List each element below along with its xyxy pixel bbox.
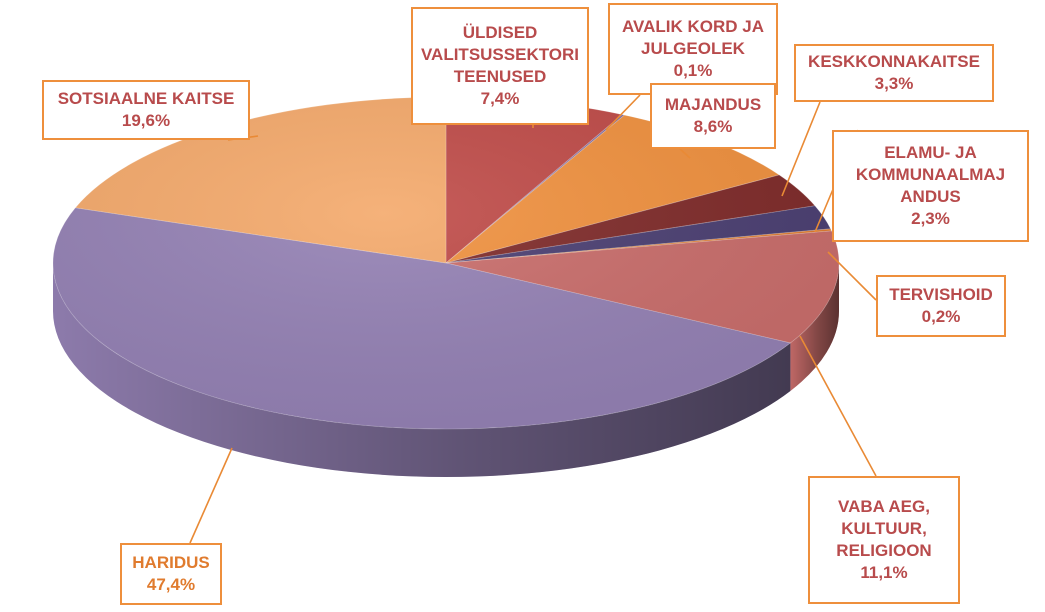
label-value: 0,1% bbox=[673, 61, 713, 80]
data-label-vaba-aeg-kultuur-religioon: VABA AEG, KULTUUR, RELIGIOON 11,1% bbox=[808, 476, 960, 604]
label-value: 19,6% bbox=[121, 111, 171, 130]
pie-side-shade bbox=[790, 263, 839, 391]
data-label-majandus: MAJANDUS 8,6% bbox=[650, 83, 776, 149]
label-name: ÜLDISED VALITSUSSEKTORI TEENUSED bbox=[420, 23, 580, 86]
label-name: TERVISHOID bbox=[889, 285, 993, 304]
label-value: 11,1% bbox=[860, 563, 908, 582]
label-value: 3,3% bbox=[874, 74, 914, 93]
label-name: ELAMU- JA KOMMUNAALMAJ ANDUS bbox=[855, 143, 1006, 206]
data-label-haridus: HARIDUS 47,4% bbox=[120, 543, 222, 605]
leader-line-keskkonnakaitse bbox=[781, 101, 821, 197]
data-label-elamu-ja-kommunaalmaj-andus: ELAMU- JA KOMMUNAALMAJ ANDUS 2,3% bbox=[832, 130, 1029, 242]
label-value: 0,2% bbox=[921, 307, 961, 326]
pie-side-shade bbox=[53, 263, 791, 477]
data-label-avalik-kord-ja-julgeolek: AVALIK KORD JA JULGEOLEK 0,1% bbox=[608, 3, 778, 95]
leader-line-avalik-kord-ja-julgeolek bbox=[605, 94, 641, 131]
label-value: 2,3% bbox=[911, 209, 950, 228]
label-name: HARIDUS bbox=[132, 553, 210, 572]
data-label-sotsiaalne-kaitse: SOTSIAALNE KAITSE 19,6% bbox=[42, 80, 250, 140]
data-label-keskkonnakaitse: KESKKONNAKAITSE 3,3% bbox=[794, 44, 994, 102]
leader-line-haridus bbox=[189, 447, 233, 544]
label-name: KESKKONNAKAITSE bbox=[808, 52, 980, 71]
leader-line-tervishoid bbox=[827, 251, 877, 301]
data-label-tervishoid: TERVISHOID 0,2% bbox=[876, 275, 1006, 337]
label-name: MAJANDUS bbox=[664, 95, 762, 114]
label-name: SOTSIAALNE KAITSE bbox=[57, 89, 235, 108]
label-name: AVALIK KORD JA JULGEOLEK bbox=[622, 17, 764, 58]
pie-top-sheen bbox=[53, 97, 839, 429]
label-value: 8,6% bbox=[693, 117, 733, 136]
leader-line-vaba-aeg-kultuur-religioon bbox=[799, 335, 877, 477]
data-label-uldised-valitsussektori-teenused: ÜLDISED VALITSUSSEKTORI TEENUSED 7,4% bbox=[411, 7, 589, 125]
label-name: VABA AEG, KULTUUR, RELIGIOON bbox=[836, 497, 932, 560]
label-value: 47,4% bbox=[146, 575, 196, 594]
leader-line-majandus bbox=[679, 148, 691, 159]
label-value: 7,4% bbox=[480, 89, 520, 108]
